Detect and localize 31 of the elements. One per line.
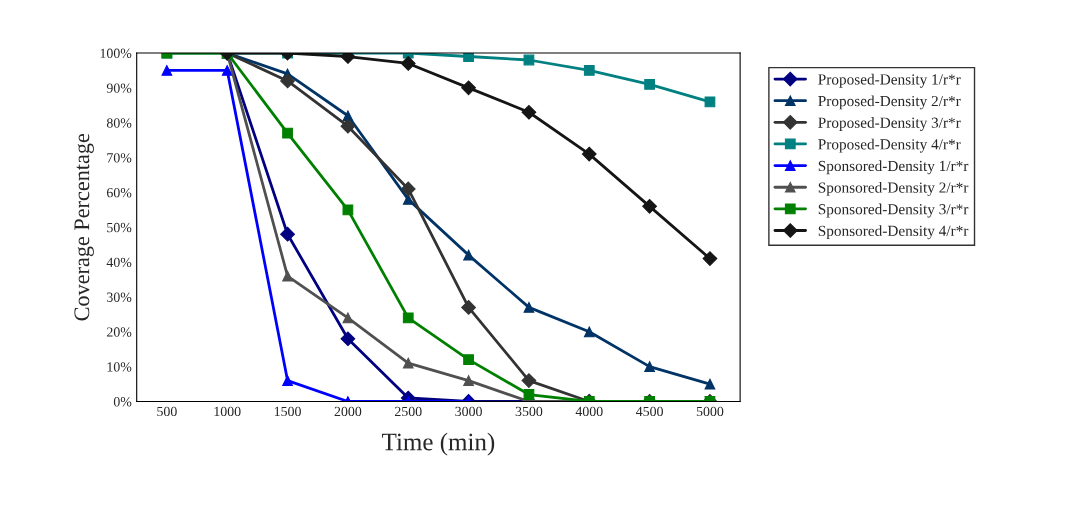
legend-label: Sponsored-Density 2/r*r bbox=[818, 181, 969, 196]
y-tick-label: 60% bbox=[106, 187, 132, 198]
legend-label: Proposed-Density 1/r*r bbox=[818, 73, 961, 88]
legend-label: Proposed-Density 2/r*r bbox=[818, 95, 961, 110]
x-tick-label: 4000 bbox=[575, 406, 603, 417]
y-tick-label: 10% bbox=[107, 362, 132, 372]
y-tick-label: 30% bbox=[107, 292, 132, 302]
x-tick-label: 2000 bbox=[334, 406, 362, 417]
x-tick-label: 3000 bbox=[455, 406, 482, 417]
y-axis-title: Coverage Percentage bbox=[74, 133, 94, 321]
x-tick-label: 3500 bbox=[515, 406, 543, 417]
legend-label: Proposed-Density 3/r*r bbox=[818, 117, 961, 131]
x-tick-label: 4500 bbox=[635, 406, 663, 417]
y-tick-label: 70% bbox=[107, 153, 132, 163]
y-tick-label: 50% bbox=[107, 222, 132, 233]
legend-label: Sponsored-Density 4/r*r bbox=[818, 225, 969, 240]
x-tick-label: 500 bbox=[157, 406, 177, 417]
legend-label: Proposed-Density 4/r*r bbox=[818, 138, 961, 153]
x-tick-label: 5000 bbox=[696, 406, 724, 417]
y-tick-label: 40% bbox=[106, 257, 132, 268]
legend-label: Sponsored-Density 3/r*r bbox=[818, 203, 969, 218]
legend-label: Sponsored-Density 1/r*r bbox=[818, 160, 969, 175]
y-tick-label: 20% bbox=[106, 327, 132, 337]
y-tick-label: 90% bbox=[106, 83, 132, 93]
y-tick-label: 80% bbox=[106, 118, 132, 128]
x-tick-label: 1500 bbox=[274, 406, 301, 417]
x-axis-title: Time (min) bbox=[382, 432, 495, 456]
x-tick-label: 2500 bbox=[394, 406, 422, 417]
y-tick-label: 100% bbox=[100, 48, 132, 59]
x-tick-label: 1000 bbox=[214, 406, 241, 417]
y-tick-label: 0% bbox=[113, 397, 132, 407]
